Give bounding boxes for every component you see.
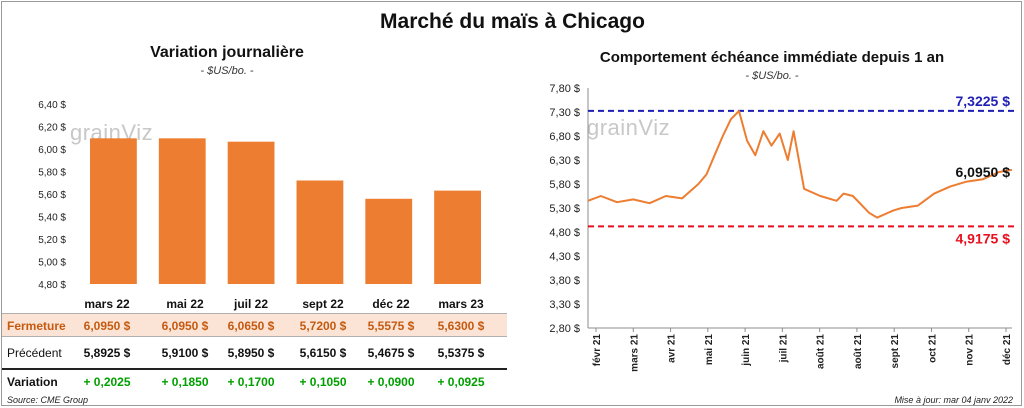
y-tick-label: 5,30 $ [549,203,580,215]
previous-cell: 5,6150 $ [299,346,347,360]
bar [158,138,206,284]
y-tick-label: 2,80 $ [549,323,580,335]
x-tick-label: févr 21 [592,334,603,367]
close-cell: 6,0950 $ [83,319,131,333]
y-tick-label: 6,30 $ [549,155,580,167]
x-tick-label: juil 21 [778,334,789,364]
row-label-previous: Précédent [7,346,62,360]
previous-cell: 5,8950 $ [227,346,275,360]
previous-cell: 5,5375 $ [437,346,485,360]
y-tick-label: 6,40 $ [38,100,66,111]
y-tick-label: 6,80 $ [549,131,580,143]
front-month-line-chart: 2,80 $ 3,30 $ 3,80 $ 4,30 $ 4,80 $ 5,30 $ 5,80… [549,83,1014,372]
change-cell: + 0,1700 [227,375,275,389]
y-tick-label: 5,00 $ [38,258,66,269]
x-tick-label: avr 21 [667,334,678,363]
price-series-line [587,110,1013,219]
bar [90,138,137,284]
row-label-close: Fermeture [7,319,66,333]
change-cell: + 0,0925 [437,375,485,389]
last-value-label: 6,0950 $ [956,164,1011,180]
front-month-title: Comportement échéance immédiate depuis 1… [599,49,945,66]
x-tick-label: août 21 [816,334,827,369]
x-tick-label: sept 21 [890,334,901,369]
y-tick-label: 7,80 $ [549,83,580,95]
low-reference-label: 4,9175 $ [956,230,1011,246]
y-tick-label: 5,40 $ [38,213,66,224]
close-cell: 5,5575 $ [367,319,415,333]
y-tick-label: 4,80 $ [38,280,66,291]
high-reference-label: 7,3225 $ [956,93,1011,109]
month-header: juil 22 [233,297,268,311]
y-tick-label: 7,30 $ [549,107,580,119]
x-tick-label: déc 21 [1002,334,1013,366]
y-tick-label: 4,80 $ [549,227,580,239]
daily-variation-title: Variation journalière [150,44,304,61]
month-header: mars 22 [84,297,130,311]
y-tick-label: 3,80 $ [549,275,580,287]
watermark-logo-right: grainViz [587,115,671,140]
month-header: mars 23 [438,297,484,311]
y-tick-label: 3,30 $ [549,299,580,311]
bar [365,198,413,284]
bar [296,180,344,284]
x-tick-label: août 21 [853,334,864,369]
bar [434,190,481,284]
previous-cell: 5,8925 $ [83,346,131,360]
close-cell: 6,0650 $ [227,319,275,333]
change-cell: + 0,0900 [367,375,415,389]
row-label-change: Variation [7,375,58,389]
change-cell: + 0,1050 [299,375,347,389]
y-tick-label: 4,30 $ [549,251,580,263]
table-row-close: Fermeture 6,0950 $ 6,0950 $ 6,0650 $ 5,7… [2,313,507,337]
month-header: sept 22 [302,297,344,311]
front-month-unit: - $US/bo. - [745,70,799,82]
x-tick-label: oct 21 [927,334,938,363]
y-tick-label: 5,80 $ [549,179,580,191]
x-tick-label: mai 21 [704,334,715,366]
daily-variation-bar-chart: 4,80 $ 5,00 $ 5,20 $ 5,40 $ 5,60 $ 5,80 $ 6,00… [38,100,481,291]
table-header-row: mars 22 mai 22 juil 22 sept 22 déc 22 ma… [2,294,507,312]
previous-cell: 5,9100 $ [161,346,209,360]
change-cell: + 0,2025 [83,375,131,389]
y-tick-label: 5,20 $ [38,235,66,246]
x-tick-label: juin 21 [741,334,752,367]
bar [227,141,275,284]
page-title: Marché du maïs à Chicago [380,10,645,33]
month-header: déc 22 [372,297,410,311]
y-tick-label: 6,20 $ [38,123,66,134]
close-cell: 5,7200 $ [299,319,347,333]
close-cell: 5,6300 $ [437,319,485,333]
previous-cell: 5,4675 $ [367,346,415,360]
table-row-previous: Précédent 5,8925 $ 5,9100 $ 5,8950 $ 5,6… [2,341,507,365]
y-tick-label: 5,80 $ [38,168,66,179]
x-tick-label: mars 21 [629,334,640,372]
update-note: Mise à jour: mar 04 janv 2022 [894,395,1013,405]
month-header: mai 22 [166,297,204,311]
x-tick-label: nov 21 [965,334,976,366]
table-row-change: Variation + 0,2025 + 0,1850 + 0,1700 + 0… [2,368,507,392]
close-cell: 6,0950 $ [161,319,209,333]
y-tick-label: 6,00 $ [38,145,66,156]
y-tick-label: 5,60 $ [38,190,66,201]
change-cell: + 0,1850 [161,375,209,389]
daily-variation-unit: - $US/bo. - [200,65,254,77]
source-note: Source: CME Group [7,395,89,405]
